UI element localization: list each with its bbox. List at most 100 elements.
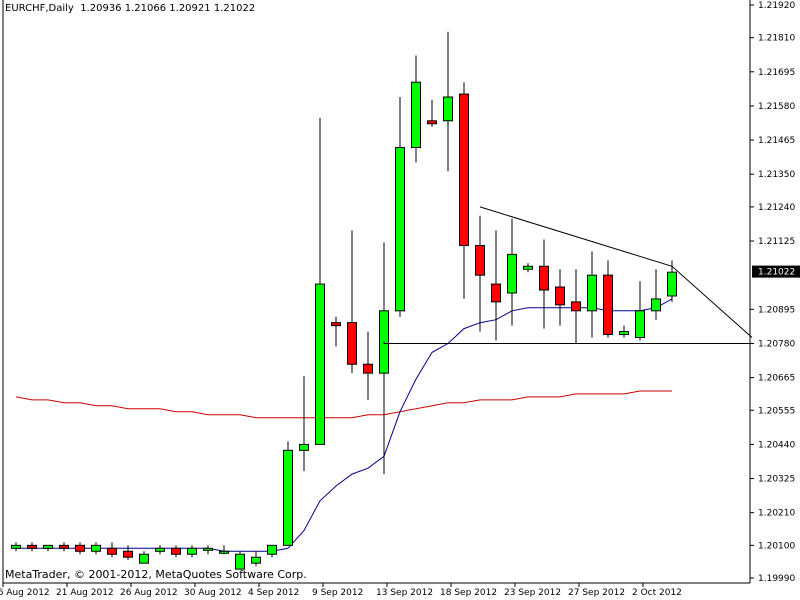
- candle-body: [491, 283, 501, 303]
- candle: [171, 545, 181, 558]
- x-tick-label: 9 Sep 2012: [312, 588, 363, 598]
- low-value: 1.20921: [169, 3, 211, 14]
- candle-body: [347, 322, 357, 365]
- x-tick-label: 30 Aug 2012: [184, 588, 242, 598]
- candle-body: [539, 265, 549, 291]
- ma-slow-line: [15, 390, 672, 419]
- candle-body: [331, 322, 341, 327]
- candle-body: [395, 147, 405, 312]
- candle: [187, 545, 197, 558]
- candle: [395, 97, 405, 317]
- y-tick-label: 1.21350: [758, 170, 795, 180]
- candle-body: [171, 547, 181, 555]
- candle-body: [587, 274, 597, 312]
- moving-average-slow: [15, 390, 672, 419]
- candle-body: [267, 544, 277, 555]
- x-tick-label: 2 Oct 2012: [632, 588, 682, 598]
- candle: [59, 542, 69, 552]
- y-tick-label: 1.20325: [758, 475, 795, 485]
- candle: [667, 260, 677, 302]
- candle-body: [139, 553, 149, 564]
- y-tick-label: 1.19990: [758, 574, 795, 584]
- candle: [587, 251, 597, 338]
- candle: [603, 260, 613, 338]
- candle: [11, 542, 21, 552]
- candle: [203, 545, 213, 555]
- close-value: 1.21022: [213, 3, 256, 14]
- y-tick-label: 1.21695: [758, 68, 795, 78]
- candle-body: [203, 547, 213, 551]
- candle: [331, 316, 341, 347]
- y-tick-label: 1.20555: [758, 406, 795, 416]
- candle: [619, 325, 629, 338]
- candle: [427, 100, 437, 127]
- y-tick-label: 1.20210: [758, 509, 795, 519]
- x-tick-label: 26 Aug 2012: [120, 588, 178, 598]
- candle-body: [619, 331, 629, 336]
- plot-frame: [2, 0, 751, 584]
- chart-header: EURCHF,Daily 1.20936 1.21066 1.20921 1.2…: [5, 3, 255, 14]
- candle-body: [187, 547, 197, 555]
- candle: [555, 269, 565, 326]
- candle-body: [411, 81, 421, 149]
- candle: [571, 269, 581, 344]
- candle-body: [299, 443, 309, 451]
- high-value: 1.21066: [124, 3, 167, 14]
- candle: [363, 331, 373, 400]
- candle: [139, 551, 149, 564]
- y-tick-label: 1.21240: [758, 203, 795, 213]
- symbol-label: EURCHF,Daily: [5, 3, 74, 14]
- trendlines[interactable]: [383, 206, 753, 344]
- candle-body: [27, 544, 37, 549]
- y-tick-label: 1.21810: [758, 34, 795, 44]
- candle-body: [59, 544, 69, 549]
- candle: [651, 269, 661, 320]
- candle: [635, 281, 645, 341]
- x-tick-label: 4 Sep 2012: [248, 588, 299, 598]
- candle: [91, 542, 101, 555]
- candle-body: [75, 544, 85, 552]
- candle: [235, 551, 245, 570]
- candle: [347, 230, 357, 374]
- candle: [155, 545, 165, 555]
- candle-body: [459, 93, 469, 246]
- current-price-label: 1.21022: [752, 265, 800, 278]
- candle: [27, 542, 37, 552]
- candle-body: [603, 274, 613, 336]
- x-tick-label: 18 Sep 2012: [440, 588, 497, 598]
- y-tick-label: 1.21125: [758, 237, 795, 247]
- candle-body: [251, 556, 261, 564]
- candle: [523, 263, 533, 273]
- candle-body: [43, 544, 53, 549]
- descending-trendline: [479, 206, 753, 338]
- moving-average-fast: [16, 298, 673, 552]
- time-axis: 16 Aug 2012 21 Aug 2012 26 Aug 2012 30 Aug …: [0, 583, 682, 598]
- candle-body: [475, 244, 485, 276]
- ma-fast-line: [16, 298, 673, 552]
- candle-body: [123, 550, 133, 558]
- y-tick-label: 1.20100: [758, 541, 795, 551]
- candle: [75, 542, 85, 555]
- y-tick-label: 1.21580: [758, 102, 795, 112]
- candle-body: [507, 253, 517, 294]
- candle: [315, 117, 325, 445]
- candle-body: [155, 547, 165, 552]
- candle-body: [651, 298, 661, 312]
- candle: [443, 31, 453, 172]
- candle-body: [635, 310, 645, 339]
- x-tick-label: 21 Aug 2012: [56, 588, 114, 598]
- candle: [507, 218, 517, 326]
- candle-body: [315, 283, 325, 445]
- current-price-text: 1.21022: [758, 268, 795, 278]
- y-tick-label: 1.20895: [758, 305, 795, 315]
- y-tick-label: 1.21920: [758, 1, 795, 11]
- candles: [11, 31, 677, 570]
- candle: [251, 551, 261, 567]
- candle: [379, 242, 389, 475]
- current-price-box: [752, 265, 800, 278]
- candle: [43, 544, 53, 552]
- candle-body: [11, 544, 21, 549]
- candle: [491, 230, 501, 341]
- candle-body: [219, 550, 229, 554]
